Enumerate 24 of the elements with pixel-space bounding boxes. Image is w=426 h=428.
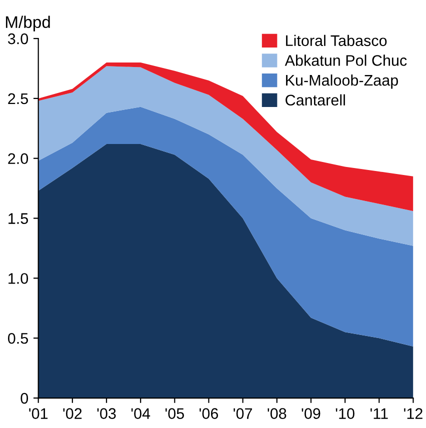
x-tick-label: '03	[97, 408, 116, 419]
legend-label: Ku-Maloob-Zaap	[286, 74, 398, 89]
y-tick-label: 2.0	[8, 153, 28, 164]
y-axis-title: M/bpd	[6, 16, 50, 32]
x-tick-label: '05	[165, 408, 184, 419]
x-tick-label: '12	[404, 408, 422, 419]
legend-label: Abkatun Pol Chuc	[284, 54, 407, 66]
y-tick-label: 0.5	[8, 332, 28, 344]
legend-label: Cantarell	[286, 94, 345, 106]
legend-label: Litoral Tabasco	[286, 34, 387, 46]
x-tick-label: '10	[336, 408, 354, 419]
x-tick-label: '11	[370, 408, 388, 419]
x-tick-label: '02	[63, 408, 82, 419]
y-tick-label: 3.0	[8, 33, 28, 44]
x-tick-label: '04	[131, 408, 150, 419]
x-tick-label: '06	[200, 408, 218, 419]
y-tick-label: 1.0	[8, 273, 28, 284]
x-tick-label: '08	[268, 408, 286, 419]
x-tick-label: '07	[234, 408, 252, 419]
y-tick-label: 2.5	[8, 93, 28, 104]
x-tick-label: '09	[302, 408, 320, 419]
y-tick-label: 1.5	[8, 213, 28, 224]
y-tick-label: 0	[20, 392, 28, 404]
x-tick-label: '01	[29, 408, 48, 419]
